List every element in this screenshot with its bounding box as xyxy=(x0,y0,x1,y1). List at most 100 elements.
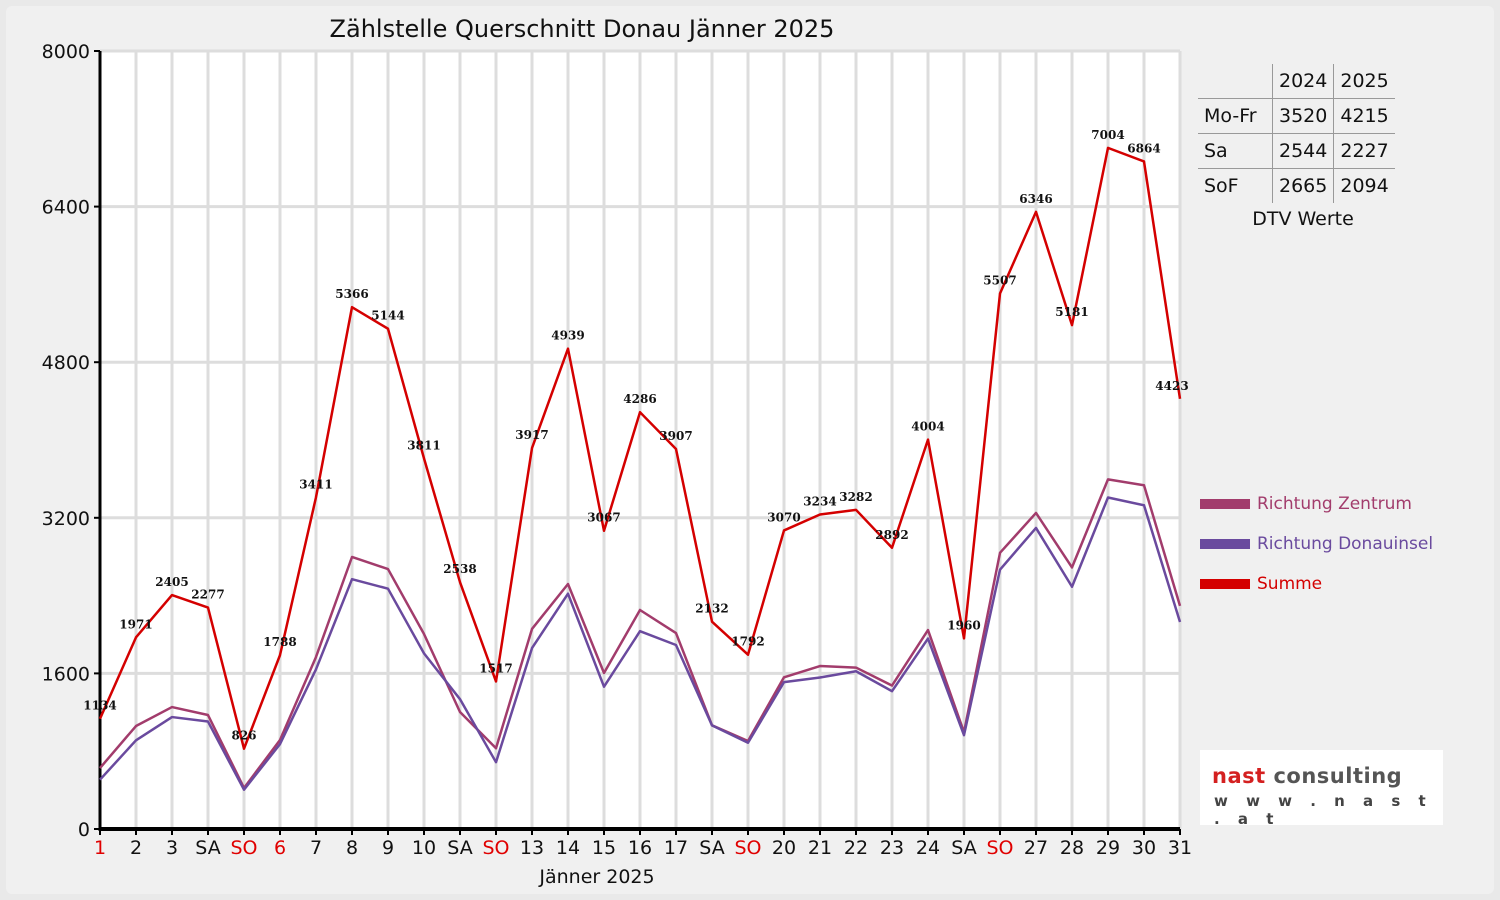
data-label: 6864 xyxy=(1127,141,1160,155)
series-line-richtung-donauinsel xyxy=(99,496,1182,791)
dtv-value: 2094 xyxy=(1333,168,1395,203)
x-tick-label: SA xyxy=(195,837,220,859)
data-label: 826 xyxy=(231,729,256,743)
logo-name2: consulting xyxy=(1265,764,1403,788)
data-label: 1971 xyxy=(119,617,152,631)
dtv-header-empty xyxy=(1198,64,1273,99)
x-tick-label: 7 xyxy=(310,837,322,859)
series-line-summe xyxy=(98,146,1182,750)
x-tick-label: 6 xyxy=(274,837,286,859)
dtv-row: Sa 2544 2227 xyxy=(1198,133,1395,169)
y-tick-label: 4800 xyxy=(42,352,90,374)
data-label: 3070 xyxy=(767,510,800,524)
x-tick-label: SO xyxy=(482,837,509,859)
x-tick-label: 21 xyxy=(808,837,832,859)
data-label: 1134 xyxy=(83,699,116,713)
x-tick-label: 29 xyxy=(1096,837,1120,859)
dtv-row-label: SoF xyxy=(1198,168,1273,203)
data-label: 4286 xyxy=(623,392,656,406)
x-tick-label: SA xyxy=(699,837,724,859)
data-label: 5366 xyxy=(335,287,368,301)
data-label: 4423 xyxy=(1155,379,1188,393)
legend-label: Summe xyxy=(1257,574,1323,594)
dtv-value: 3520 xyxy=(1271,98,1334,134)
dtv-row: Mo-Fr 3520 4215 xyxy=(1198,98,1395,134)
data-label: 5144 xyxy=(371,309,404,323)
x-tick-label: 10 xyxy=(412,837,436,859)
data-label: 2277 xyxy=(191,588,224,602)
data-label: 5181 xyxy=(1055,305,1088,319)
data-label: 1792 xyxy=(731,635,764,649)
data-label: 4939 xyxy=(551,329,584,343)
dtv-row-label: Mo-Fr xyxy=(1198,98,1273,134)
nast-consulting-logo: nast consulting w w w . n a s t . a t xyxy=(1200,750,1443,828)
dtv-value: 2544 xyxy=(1271,133,1334,169)
x-tick-label: 14 xyxy=(556,837,580,859)
chart-title: Zählstelle Querschnitt Donau Jänner 2025 xyxy=(330,15,835,43)
dtv-row-label: Sa xyxy=(1198,133,1273,169)
x-tick-label: SO xyxy=(734,837,761,859)
x-tick-label: SO xyxy=(230,837,257,859)
x-tick-label: 24 xyxy=(916,837,940,859)
x-tick-label: SA xyxy=(951,837,976,859)
x-axis-label: Jänner 2025 xyxy=(538,866,654,888)
data-label: 3917 xyxy=(515,428,548,442)
data-label: 1788 xyxy=(263,635,296,649)
x-tick-label: 17 xyxy=(664,837,688,859)
dtv-value: 2665 xyxy=(1271,168,1334,203)
dtv-header-2025: 2025 xyxy=(1333,64,1395,99)
logo-name: nast xyxy=(1212,764,1266,788)
data-label: 2405 xyxy=(155,575,188,589)
y-tick-label: 0 xyxy=(78,819,90,841)
x-tick-label: 15 xyxy=(592,837,616,859)
data-label: 3234 xyxy=(803,494,836,508)
data-label: 1517 xyxy=(479,661,512,675)
x-tick-label: 1 xyxy=(94,837,106,859)
dtv-table: 2024 2025 Mo-Fr 3520 4215 Sa 2544 2227 S… xyxy=(1198,64,1395,203)
legend-label: Richtung Zentrum xyxy=(1257,494,1412,514)
x-tick-label: 20 xyxy=(772,837,796,859)
dtv-row: SoF 2665 2094 xyxy=(1198,168,1395,203)
data-label: 1960 xyxy=(947,618,980,632)
legend-label: Richtung Donauinsel xyxy=(1257,534,1434,554)
logo-url: w w w . n a s t . a t xyxy=(1214,792,1433,828)
legend-swatch xyxy=(1200,499,1250,509)
data-label: 7004 xyxy=(1091,128,1124,142)
legend-item-donauinsel: Richtung Donauinsel xyxy=(1200,534,1433,554)
legend-item-summe: Summe xyxy=(1200,574,1322,594)
x-tick-label: SA xyxy=(447,837,472,859)
x-tick-label: 30 xyxy=(1132,837,1156,859)
series-line-richtung-zentrum xyxy=(99,478,1182,790)
dtv-value: 2227 xyxy=(1333,133,1395,169)
x-tick-label: 8 xyxy=(346,837,358,859)
data-label: 3067 xyxy=(587,511,620,525)
data-label: 3282 xyxy=(839,490,872,504)
x-tick-label: 22 xyxy=(844,837,868,859)
data-label: 4004 xyxy=(911,420,944,434)
data-label: 2892 xyxy=(875,528,908,542)
x-tick-label: 16 xyxy=(628,837,652,859)
data-label: 2132 xyxy=(695,602,728,616)
x-tick-label: 23 xyxy=(880,837,904,859)
x-tick-label: SO xyxy=(986,837,1013,859)
legend-item-zentrum: Richtung Zentrum xyxy=(1200,494,1412,514)
legend-swatch xyxy=(1200,539,1250,549)
x-tick-label: 27 xyxy=(1024,837,1048,859)
y-tick-label: 1600 xyxy=(42,663,90,685)
x-tick-label: 13 xyxy=(520,837,544,859)
data-label: 3411 xyxy=(299,477,332,491)
x-tick-label: 9 xyxy=(382,837,394,859)
dtv-header-2024: 2024 xyxy=(1271,64,1334,99)
x-tick-label: 3 xyxy=(166,837,178,859)
x-tick-label: 2 xyxy=(130,837,142,859)
dtv-value: 4215 xyxy=(1333,98,1395,134)
data-label: 3811 xyxy=(407,438,440,452)
dtv-header-row: 2024 2025 xyxy=(1198,64,1395,99)
data-label: 3907 xyxy=(659,429,692,443)
y-tick-label: 8000 xyxy=(42,41,90,63)
data-label: 5507 xyxy=(983,273,1016,287)
x-tick-label: 31 xyxy=(1168,837,1192,859)
data-label: 2538 xyxy=(443,562,476,576)
